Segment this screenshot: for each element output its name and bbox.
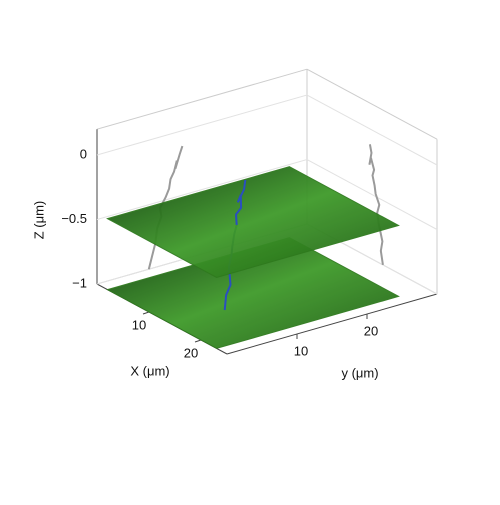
box-edge — [306, 68, 438, 140]
projection-xz — [368, 144, 384, 266]
box-edge — [96, 68, 308, 130]
x-axis-label: X (μm) — [130, 363, 169, 378]
x-tick — [194, 339, 202, 343]
z-tick-label: −0.5 — [61, 211, 87, 226]
y-axis — [226, 293, 438, 355]
image-plane — [106, 166, 400, 278]
trajectory-upper — [234, 179, 247, 226]
z-tick-label: 0 — [80, 146, 87, 161]
y-axis-label: y (μm) — [341, 365, 378, 380]
z-tick-label: −1 — [72, 275, 87, 290]
grid-line — [96, 94, 438, 166]
y-tick-label: 20 — [364, 323, 378, 338]
x-tick — [142, 311, 150, 315]
x-tick-label: 10 — [132, 317, 146, 332]
x-tick-label: 20 — [184, 345, 198, 360]
grid-line — [96, 158, 438, 230]
z-axis-label: Z (μm) — [31, 201, 46, 240]
y-tick-label: 10 — [294, 343, 308, 358]
